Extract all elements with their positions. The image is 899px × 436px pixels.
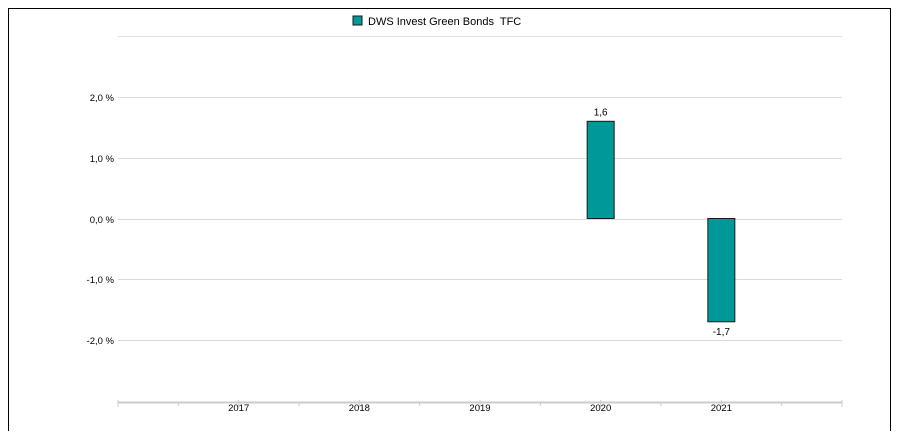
data-labels: 1,6 -1,7 [594, 107, 731, 337]
y-tick-label: 1,0 % [90, 154, 115, 165]
y-tick-label: 2,0 % [90, 93, 115, 104]
chart-frame [8, 8, 891, 436]
bars [586, 120, 736, 323]
y-tick-label: 0,0 % [90, 215, 115, 226]
data-label: 1,6 [594, 107, 608, 118]
x-tick-label: 2021 [711, 403, 732, 414]
legend: DWS Invest Green Bonds TFC [352, 15, 521, 28]
x-tick-label: 2019 [469, 403, 490, 414]
y-tick-label: -2,0 % [87, 336, 115, 347]
data-label: -1,7 [713, 327, 731, 338]
x-tick-label: 2017 [228, 403, 249, 414]
y-axis-tick-labels: 2,0 % 1,0 % 0,0 % -1,0 % -2,0 % [87, 93, 115, 347]
bar [586, 120, 615, 219]
bar [707, 218, 736, 323]
legend-label: DWS Invest Green Bonds TFC [368, 16, 521, 28]
x-axis: 2017 2018 2019 2020 2021 [117, 400, 843, 414]
y-tick-label: -1,0 % [87, 275, 115, 286]
legend-swatch [352, 15, 363, 26]
x-tick-label: 2020 [590, 403, 611, 414]
x-tick-label: 2018 [349, 403, 370, 414]
